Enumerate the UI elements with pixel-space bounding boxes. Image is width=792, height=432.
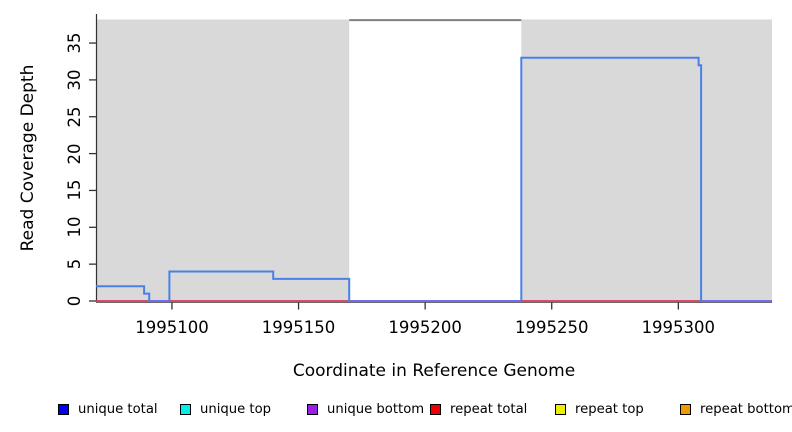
repeat-region-shade [521,19,772,303]
coverage-line-unique-total [96,56,772,302]
repeat-region-shade [96,19,350,303]
